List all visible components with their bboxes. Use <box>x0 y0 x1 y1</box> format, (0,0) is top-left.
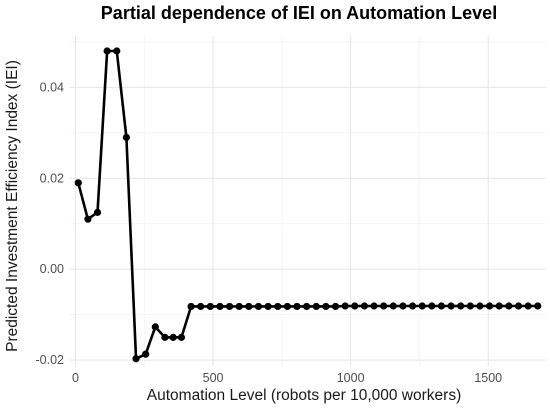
data-point <box>447 302 455 310</box>
data-point <box>283 302 291 311</box>
data-point <box>514 302 523 310</box>
data-point <box>264 302 272 311</box>
series-layer <box>74 47 542 363</box>
data-point <box>113 47 121 55</box>
data-point <box>151 323 159 331</box>
y-tick-label: 0.04 <box>40 80 64 94</box>
data-point <box>331 302 340 311</box>
data-point <box>370 302 378 310</box>
data-point <box>225 302 234 311</box>
data-point <box>303 302 311 311</box>
data-point <box>360 302 369 310</box>
data-point <box>245 302 253 311</box>
data-point <box>206 302 214 311</box>
data-point <box>122 133 131 141</box>
grid-layer <box>70 36 546 366</box>
data-point <box>534 302 542 310</box>
x-tick-label: 500 <box>203 371 224 385</box>
data-point <box>161 333 169 341</box>
data-point <box>274 302 282 311</box>
x-axis-title: Automation Level (robots per 10,000 work… <box>147 387 461 404</box>
x-tick-label: 1500 <box>474 371 502 385</box>
data-point <box>216 302 224 311</box>
data-point <box>312 302 320 311</box>
tick-label-layer: 0 500 1000 1500 -0.02 0.00 0.02 0.04 <box>36 80 503 385</box>
data-point <box>169 333 177 341</box>
data-point <box>351 302 359 310</box>
data-point <box>84 215 92 223</box>
data-point <box>418 302 426 310</box>
data-point <box>428 302 436 310</box>
data-point <box>187 302 195 311</box>
data-point <box>389 302 397 310</box>
y-axis-title: Predicted Investment Efficiency Index (I… <box>4 60 21 352</box>
y-tick-label: 0.02 <box>40 171 64 185</box>
x-tick-label: 1000 <box>337 371 365 385</box>
data-point <box>74 179 82 187</box>
data-point <box>505 302 513 310</box>
data-point <box>293 302 301 311</box>
data-point <box>524 302 532 310</box>
data-point <box>177 333 186 341</box>
y-tick-label: 0.00 <box>40 262 64 276</box>
data-point <box>254 302 263 311</box>
data-point <box>485 302 494 310</box>
data-point <box>408 302 417 310</box>
data-point <box>476 302 484 310</box>
y-tick-label: -0.02 <box>36 353 65 367</box>
data-point <box>197 302 205 311</box>
data-point <box>93 208 102 216</box>
data-point <box>103 47 111 55</box>
data-point <box>466 302 474 310</box>
data-point <box>235 302 243 311</box>
data-point <box>437 302 446 310</box>
data-point <box>399 302 407 310</box>
data-point <box>380 302 388 310</box>
data-point <box>457 302 465 310</box>
data-point <box>322 302 330 311</box>
series-line <box>76 49 540 361</box>
data-point <box>341 302 349 310</box>
data-point <box>495 302 503 310</box>
x-tick-label: 0 <box>72 371 79 385</box>
chart-title: Partial dependence of IEI on Automation … <box>101 3 497 23</box>
data-point <box>132 355 140 363</box>
data-point <box>142 350 150 358</box>
